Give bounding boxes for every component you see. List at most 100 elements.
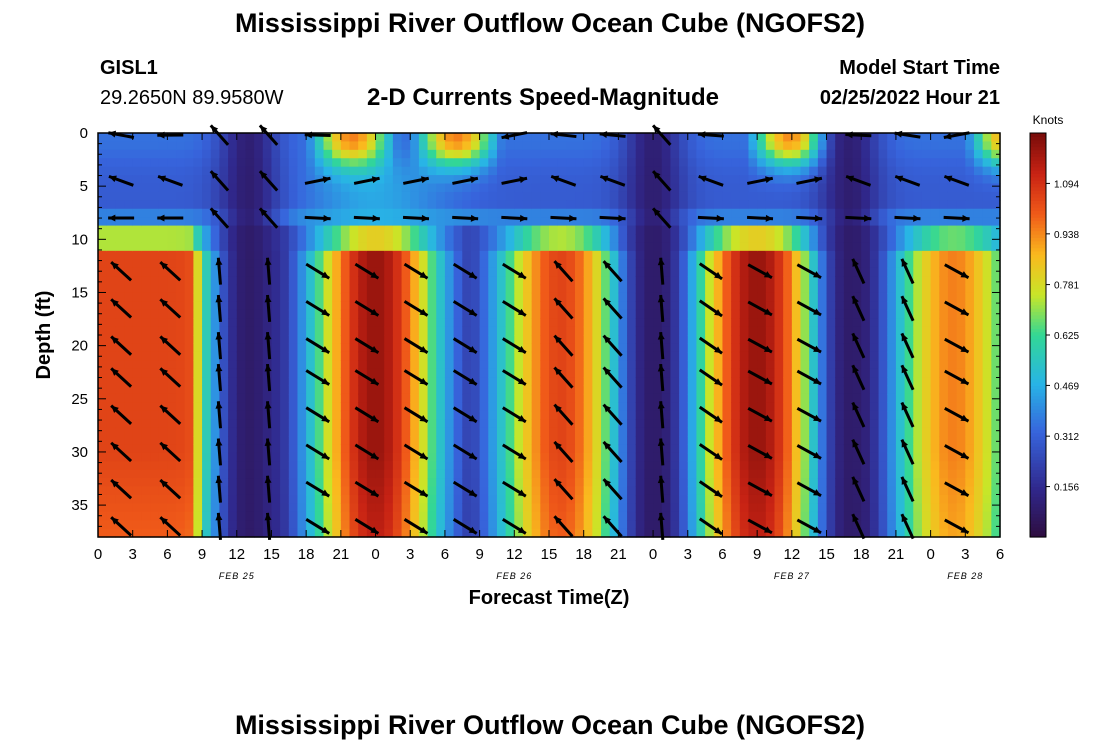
heatmap-cell <box>739 318 750 328</box>
heatmap-cell <box>939 234 949 244</box>
heatmap-cell <box>783 276 793 286</box>
heatmap-cell <box>791 133 802 143</box>
heatmap-cell <box>696 208 706 218</box>
heatmap-cell <box>522 250 533 260</box>
heatmap-cell <box>991 166 1001 176</box>
heatmap-cell <box>254 225 264 235</box>
heatmap-cell <box>219 225 229 235</box>
heatmap-cell <box>566 267 576 277</box>
heatmap-cell <box>132 402 142 412</box>
heatmap-cell <box>496 242 507 252</box>
heatmap-cell <box>713 141 724 151</box>
heatmap-cell <box>132 436 142 446</box>
heatmap-cell <box>973 410 984 420</box>
heatmap-cell <box>973 267 984 277</box>
heatmap-cell <box>314 326 325 336</box>
heatmap-cell <box>748 166 758 176</box>
heatmap-cell <box>878 175 888 185</box>
heatmap-cell <box>158 166 168 176</box>
heatmap-cell <box>158 360 168 370</box>
heatmap-cell <box>210 335 221 345</box>
heatmap-cell <box>306 259 316 269</box>
heatmap-cell <box>496 528 507 538</box>
heatmap-cell <box>991 452 1001 462</box>
heatmap-cell <box>601 200 611 210</box>
heatmap-cell <box>947 469 958 479</box>
heatmap-cell <box>670 377 680 387</box>
heatmap-cell <box>150 478 160 488</box>
heatmap-cell <box>505 385 515 395</box>
heatmap-cell <box>176 478 186 488</box>
heatmap-cell <box>557 158 567 168</box>
heatmap-cell <box>236 511 247 521</box>
heatmap-cell <box>644 494 654 504</box>
heatmap-cell <box>340 284 351 294</box>
heatmap-cell <box>98 301 108 311</box>
heatmap-cell <box>791 276 802 286</box>
heatmap-cell <box>132 175 142 185</box>
heatmap-cell <box>115 402 125 412</box>
heatmap-cell <box>132 158 142 168</box>
heatmap-cell <box>202 309 212 319</box>
heatmap-cell <box>817 208 828 218</box>
heatmap-cell <box>722 343 732 353</box>
heatmap-cell <box>488 343 498 353</box>
heatmap-cell <box>176 351 186 361</box>
heatmap-cell <box>470 225 481 235</box>
heatmap-cell <box>479 368 489 378</box>
heatmap-cell <box>644 478 654 488</box>
heatmap-cell <box>340 452 351 462</box>
heatmap-cell <box>696 520 706 530</box>
heatmap-cell <box>913 301 923 311</box>
heatmap-cell <box>522 402 533 412</box>
heatmap-cell <box>236 377 247 387</box>
heatmap-cell <box>167 528 177 538</box>
heatmap-cell <box>444 419 455 429</box>
heatmap-cell <box>540 276 550 286</box>
heatmap-cell <box>392 351 403 361</box>
heatmap-cell <box>687 402 698 412</box>
heatmap-cell <box>913 191 923 201</box>
heatmap-cell <box>115 461 125 471</box>
heatmap-cell <box>635 326 645 336</box>
heatmap-cell <box>583 242 593 252</box>
heatmap-cell <box>739 259 750 269</box>
heatmap-cell <box>739 419 750 429</box>
heatmap-cell <box>384 385 394 395</box>
heatmap-cell <box>869 528 880 538</box>
heatmap-cell <box>262 494 273 504</box>
heatmap-cell <box>470 335 481 345</box>
heatmap-cell <box>991 520 1001 530</box>
heatmap-cell <box>410 419 420 429</box>
heatmap-cell <box>150 301 160 311</box>
heatmap-cell <box>167 242 177 252</box>
heatmap-cell <box>731 158 741 168</box>
heatmap-cell <box>98 133 108 143</box>
heatmap-cell <box>453 377 463 387</box>
heatmap-cell <box>306 276 316 286</box>
heatmap-cell <box>124 393 134 403</box>
heatmap-cell <box>106 158 116 168</box>
heatmap-cell <box>288 259 299 269</box>
heatmap-cell <box>392 309 403 319</box>
heatmap-cell <box>158 200 168 210</box>
heatmap-cell <box>401 166 411 176</box>
heatmap-cell <box>739 166 750 176</box>
heatmap-cell <box>739 284 750 294</box>
heatmap-cell <box>366 217 377 227</box>
heatmap-cell <box>167 292 177 302</box>
heatmap-cell <box>921 200 932 210</box>
heatmap-cell <box>288 486 299 496</box>
heatmap-cell <box>644 402 654 412</box>
heatmap-cell <box>193 175 203 185</box>
heatmap-cell <box>280 410 290 420</box>
heatmap-cell <box>956 503 966 513</box>
heatmap-cell <box>410 284 420 294</box>
heatmap-cell <box>739 326 750 336</box>
heatmap-cell <box>861 259 871 269</box>
heatmap-cell <box>618 461 628 471</box>
heatmap-cell <box>340 318 351 328</box>
heatmap-cell <box>731 326 741 336</box>
heatmap-cell <box>739 520 750 530</box>
heatmap-cell <box>982 469 992 479</box>
